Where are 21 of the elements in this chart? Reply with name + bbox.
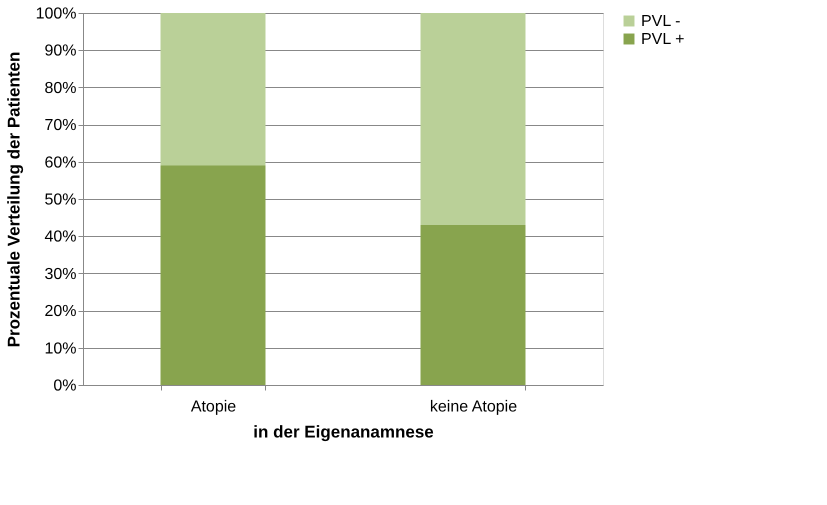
bar — [420, 225, 526, 385]
y-tick-label: 100% — [36, 6, 76, 22]
bar — [420, 13, 526, 226]
legend-label: PVL - — [641, 13, 680, 30]
x-tick-label: keine Atopie — [430, 398, 518, 416]
x-axis-title: in der Eigenanamnese — [253, 422, 434, 442]
y-axis-title: Prozentuale Verteilung der Patienten — [4, 52, 24, 348]
legend-label: PVL + — [641, 31, 684, 48]
x-tick-label: Atopie — [190, 398, 236, 416]
y-tick-label: 30% — [44, 266, 76, 283]
bar — [160, 13, 266, 166]
y-tick-label: 80% — [44, 80, 76, 97]
bar — [160, 166, 266, 385]
y-tick-label: 40% — [44, 228, 76, 246]
y-tick-label: 70% — [44, 117, 76, 134]
y-tick-label: 20% — [44, 303, 76, 320]
y-tick-label: 10% — [44, 340, 76, 358]
y-tick-label: 90% — [44, 42, 76, 60]
y-tick-label: 0% — [53, 378, 76, 394]
y-tick-label: 60% — [44, 154, 76, 172]
y-tick-label: 50% — [44, 192, 76, 208]
